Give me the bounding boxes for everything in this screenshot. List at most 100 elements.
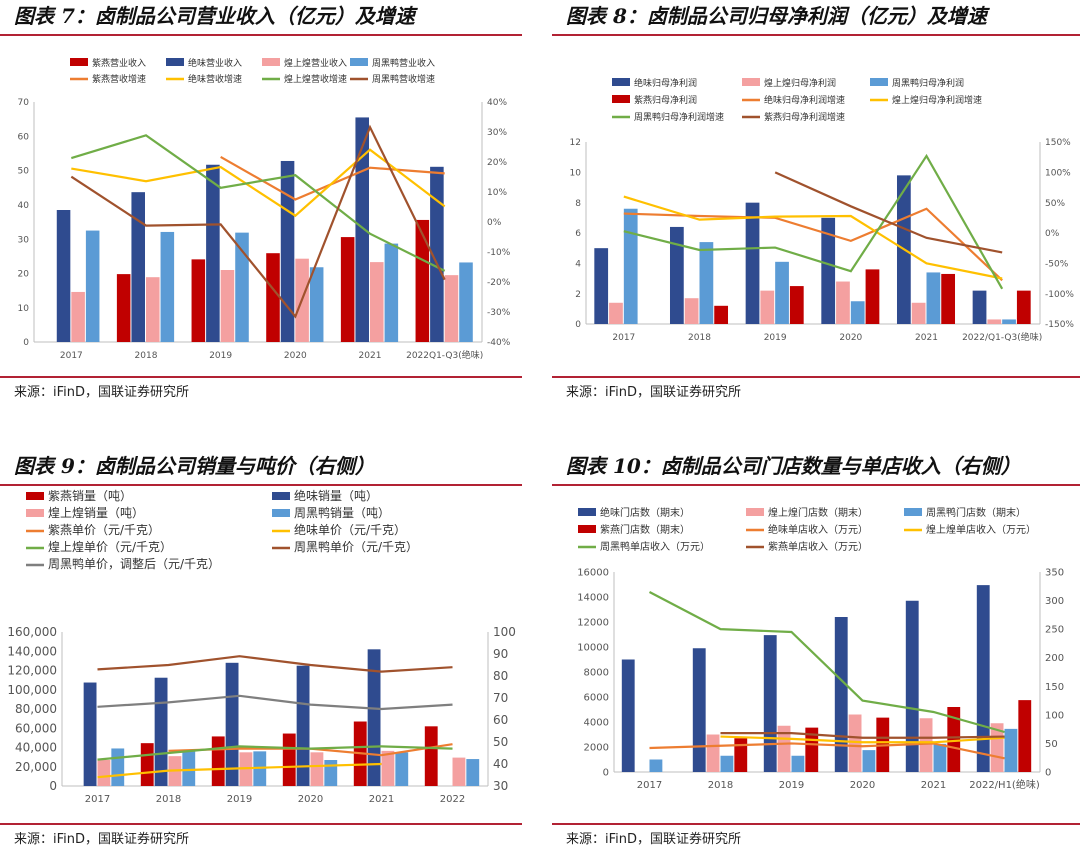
y2-tick-label: 10% (487, 188, 507, 198)
y2-tick-label: -30% (487, 308, 511, 318)
bar (83, 682, 97, 786)
y2-tick-label: 70 (493, 691, 508, 705)
bar (206, 164, 220, 342)
y-tick-label: 70 (18, 98, 30, 108)
legend-label: 周黑鸭门店数（期末） (926, 506, 1026, 519)
chart-title: 图表 10：卤制品公司门店数量与单店收入（右侧） (552, 450, 1080, 486)
line-series (648, 591, 1005, 734)
legend-label: 紫燕营业收入 (92, 57, 146, 69)
y2-tick-label: -20% (487, 278, 511, 288)
legend-label: 紫燕营收增速 (92, 73, 146, 85)
legend-label: 绝味营收增速 (188, 73, 242, 85)
bar-series (706, 714, 1004, 772)
legend-swatch-bar (26, 492, 44, 500)
bar (116, 274, 131, 342)
bar (609, 302, 623, 324)
y2-tick-label: 100 (1045, 710, 1064, 721)
y2-tick-label: 250 (1045, 625, 1064, 636)
legend-label: 周黑鸭营收增速 (372, 73, 435, 85)
y-tick-label: 2000 (584, 743, 609, 754)
x-tick-label: 2018 (156, 794, 181, 805)
bar (791, 755, 805, 772)
series-line (220, 155, 445, 201)
bar (191, 259, 206, 342)
legend-label: 紫燕归母净利润增速 (764, 111, 845, 123)
x-tick-label: 2017 (637, 780, 662, 791)
y2-tick-label: 100 (493, 625, 516, 639)
bar (131, 192, 145, 342)
x-tick-label: 2018 (708, 780, 733, 791)
x-tick-label: 2021 (359, 351, 382, 361)
line-series (97, 655, 453, 673)
bar (684, 298, 699, 324)
chart-source: 来源：iFinD，国联证券研究所 (0, 376, 522, 406)
y2-tick-label: 30% (487, 128, 507, 138)
y-tick-label: 120,000 (7, 664, 57, 678)
line-series (623, 153, 1004, 290)
y2-tick-label: 60 (493, 713, 508, 727)
y2-tick-label: 20% (487, 158, 507, 168)
bar (1004, 728, 1018, 772)
y-tick-label: 16000 (577, 568, 609, 579)
bar (160, 231, 175, 342)
x-tick-label: 2019 (209, 351, 232, 361)
legend-swatch-bar (272, 509, 290, 517)
x-tick-label: 2017 (60, 351, 83, 361)
legend-label: 周黑鸭单店收入（万元） (600, 540, 710, 553)
y-tick-label: 4000 (584, 718, 609, 729)
legend-label: 周黑鸭单价，调整后（元/千克） (48, 556, 220, 571)
y-tick-label: 0 (575, 320, 581, 330)
series-line (71, 134, 446, 272)
x-tick-label: 2020 (850, 780, 875, 791)
bar (282, 733, 296, 786)
legend-swatch-bar (578, 508, 596, 516)
y-tick-label: 80,000 (15, 702, 57, 716)
bar-series (56, 117, 444, 342)
chart-panel-7: 图表 7：卤制品公司营业收入（亿元）及增速 紫燕营业收入 绝味营业收入 煌上煌营业收… (0, 0, 522, 410)
y-tick-label: 40 (18, 201, 30, 211)
legend-label: 煌上煌营收增速 (284, 73, 347, 85)
legend-label: 绝味营业收入 (188, 57, 242, 69)
x-tick-label: 2022Q1-Q3(绝味) (406, 349, 483, 361)
y2-tick-label: 40% (487, 98, 507, 108)
bar (848, 714, 862, 772)
y-tick-label: 14000 (577, 593, 609, 604)
legend-label: 紫燕单价（元/千克） (48, 523, 160, 537)
bar (367, 649, 381, 786)
y-tick-label: 20,000 (15, 760, 57, 774)
bar (1002, 319, 1016, 324)
bar (235, 232, 249, 342)
y-tick-label: 100,000 (7, 683, 57, 697)
x-tick-label: 2019 (227, 794, 252, 805)
y-tick-label: 10 (570, 168, 582, 178)
stores-chart: 绝味门店数（期末） 煌上煌门店数（期末） 周黑鸭门店数（期末） 紫燕门店数（期末） 绝味… (577, 506, 1064, 791)
bar (71, 291, 85, 342)
bar (862, 750, 876, 772)
bar (990, 723, 1004, 772)
series-line (97, 745, 453, 761)
bar (850, 301, 865, 324)
line-series (71, 148, 446, 218)
legend-label: 煌上煌单店收入（万元） (926, 523, 1036, 536)
legend-label: 绝味门店数（期末） (600, 506, 690, 519)
y-tick-label: 0 (49, 779, 57, 793)
y2-tick-label: 40 (493, 757, 508, 771)
bar-series (116, 219, 430, 342)
chart-source: 来源：iFinD，国联证券研究所 (552, 823, 1080, 853)
x-tick-label: 2019 (764, 333, 787, 343)
bar (430, 166, 444, 342)
x-tick-label: 2021 (921, 780, 946, 791)
y-tick-label: 10000 (577, 643, 609, 654)
legend-label: 紫燕单店收入（万元） (768, 540, 868, 553)
y-tick-label: 140,000 (7, 644, 57, 658)
y2-tick-label: 80 (493, 669, 508, 683)
legend-swatch-bar (26, 509, 44, 517)
y-tick-label: 12000 (577, 618, 609, 629)
bar (324, 760, 338, 786)
y2-tick-label: 100% (1045, 168, 1071, 178)
x-tick-label: 2020 (284, 351, 307, 361)
legend-label: 紫燕销量（吨） (48, 489, 132, 503)
y-tick-label: 12 (570, 138, 581, 148)
